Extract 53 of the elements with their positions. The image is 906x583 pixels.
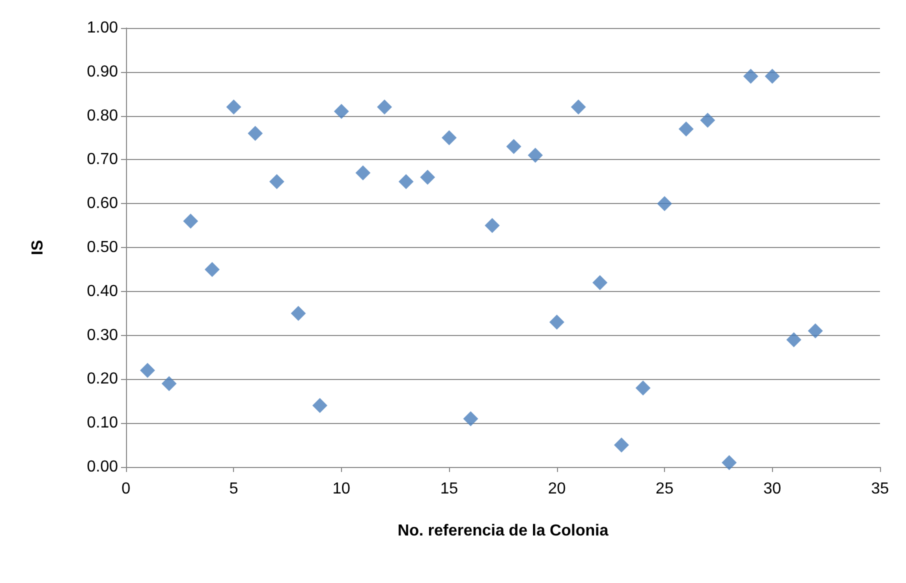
y-tick-label: 0.90 bbox=[86, 63, 118, 80]
x-tick-label: 10 bbox=[332, 480, 350, 498]
y-tick-label: 0.20 bbox=[86, 370, 118, 388]
point bbox=[743, 68, 758, 84]
point bbox=[808, 323, 823, 338]
y-tick-label: 0.10 bbox=[86, 414, 118, 432]
x-tick-label: 0 bbox=[122, 480, 131, 498]
point bbox=[334, 104, 349, 119]
y-axis-title: IS bbox=[30, 240, 46, 256]
point bbox=[290, 306, 306, 321]
point bbox=[592, 275, 608, 290]
point bbox=[636, 380, 651, 396]
x-tick-label: 25 bbox=[656, 480, 674, 498]
point bbox=[722, 455, 737, 470]
point bbox=[528, 148, 543, 163]
point bbox=[570, 100, 586, 115]
y-tick-label: 0.50 bbox=[86, 239, 118, 256]
point bbox=[764, 68, 780, 84]
point bbox=[484, 218, 500, 234]
point bbox=[355, 165, 370, 180]
point bbox=[549, 314, 564, 330]
point bbox=[312, 398, 328, 414]
point bbox=[420, 170, 436, 185]
y-tick-label: 0.80 bbox=[86, 107, 118, 124]
y-tick-label: 0.30 bbox=[86, 326, 118, 344]
point bbox=[226, 100, 242, 115]
x-tick-label: 35 bbox=[871, 480, 889, 498]
point bbox=[657, 196, 672, 212]
point bbox=[614, 438, 629, 453]
point bbox=[678, 121, 694, 136]
point bbox=[162, 376, 177, 392]
y-tick-label: 0.40 bbox=[86, 282, 118, 300]
y-tick-label: 0.00 bbox=[86, 458, 118, 476]
point bbox=[398, 174, 414, 190]
point bbox=[183, 214, 198, 229]
x-tick-label: 30 bbox=[763, 480, 782, 498]
x-axis-title: No. referencia de la Colonia bbox=[398, 522, 608, 540]
point bbox=[442, 130, 457, 146]
point bbox=[248, 126, 263, 141]
y-tick-label: 1.00 bbox=[86, 20, 118, 36]
point bbox=[786, 332, 802, 348]
point bbox=[204, 262, 220, 277]
y-tick-label: 0.60 bbox=[86, 195, 118, 212]
x-tick-label: 5 bbox=[229, 480, 238, 498]
point bbox=[269, 174, 284, 190]
point bbox=[506, 139, 522, 154]
point bbox=[463, 411, 478, 426]
point bbox=[140, 362, 156, 378]
x-tick-label: 20 bbox=[548, 480, 566, 498]
x-tick-label: 15 bbox=[440, 480, 458, 498]
y-tick-label: 0.70 bbox=[86, 151, 118, 168]
point bbox=[377, 100, 392, 115]
point bbox=[700, 112, 716, 128]
